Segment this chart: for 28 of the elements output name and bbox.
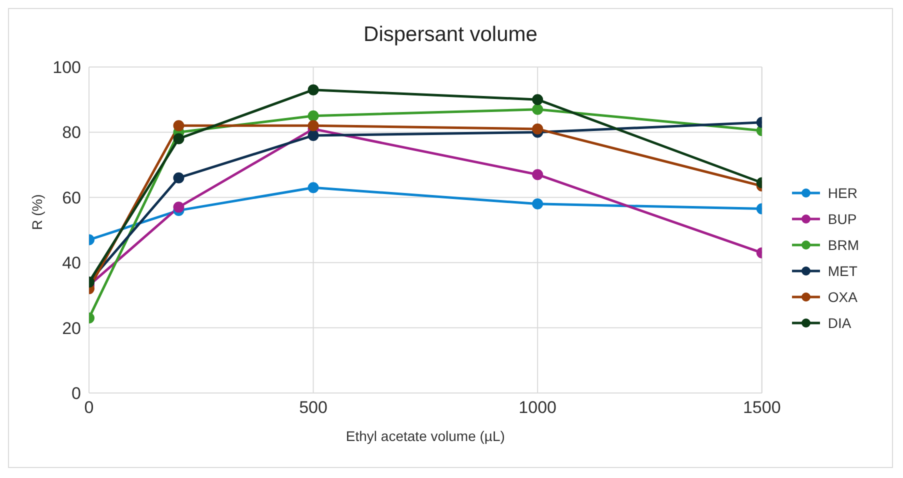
point (308, 182, 319, 194)
y-tick-label: 100 (52, 58, 81, 78)
point (173, 120, 184, 132)
y-tick-label: 60 (62, 188, 81, 208)
y-tick-label: 20 (62, 318, 81, 338)
y-axis-title: R (%) (28, 194, 45, 230)
x-axis-title: Ethyl acetate volume (µL) (346, 428, 505, 444)
y-tick-label: 0 (72, 384, 81, 404)
y-tick-label: 40 (62, 254, 81, 273)
point (308, 120, 319, 132)
x-tick-label: 1500 (742, 398, 781, 418)
legend-label: DIA (828, 315, 852, 331)
point (173, 172, 184, 184)
legend-label: BUP (828, 211, 857, 227)
point (308, 130, 319, 141)
point (173, 202, 184, 213)
x-tick-label: 0 (84, 398, 94, 418)
point (308, 84, 319, 96)
x-tick-label: 500 (299, 398, 328, 418)
legend-label: BRM (828, 237, 859, 253)
point (173, 133, 184, 144)
legend-label: MET (828, 263, 858, 279)
point (308, 110, 319, 122)
chart-title: Dispersant volume (362, 22, 538, 48)
legend-label: OXA (828, 289, 858, 305)
y-tick-label: 80 (62, 123, 81, 142)
legend-label: HER (828, 185, 858, 201)
x-tick-label: 1000 (518, 398, 556, 418)
